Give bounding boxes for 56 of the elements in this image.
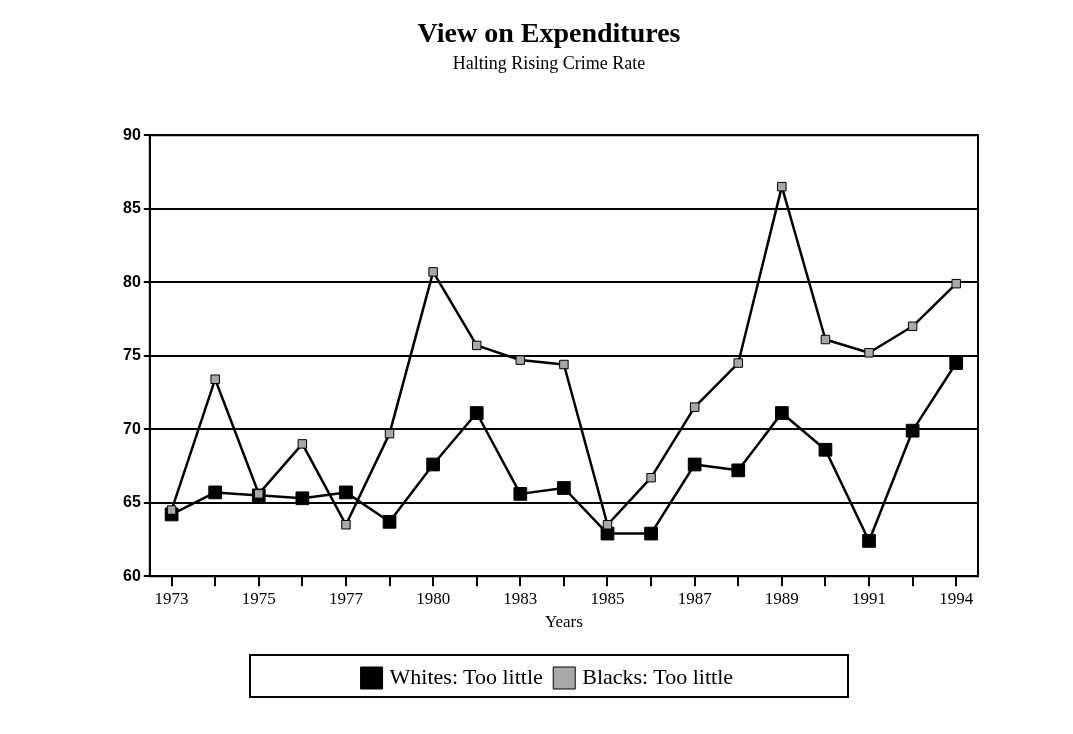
x-tick-label: 1994: [939, 588, 974, 608]
x-tick-label: 1973: [154, 588, 189, 608]
point: [208, 485, 223, 500]
point: [559, 359, 569, 370]
point: [905, 423, 920, 438]
point: [382, 514, 397, 529]
point: [469, 406, 484, 420]
x-tick-label: 1983: [503, 588, 538, 608]
point: [689, 402, 700, 412]
point: [907, 321, 918, 332]
point: [513, 487, 528, 501]
point: [339, 485, 353, 500]
y-tick-label: 60: [123, 566, 141, 584]
y-tick-label: 80: [123, 272, 141, 290]
point: [731, 463, 746, 478]
point: [297, 439, 308, 449]
point: [428, 267, 438, 277]
y-tick-label: 90: [123, 125, 141, 143]
point: [774, 406, 789, 420]
point: [426, 457, 440, 472]
point: [471, 340, 482, 351]
point: [777, 181, 787, 192]
x-tick-label: 1985: [590, 588, 625, 608]
point: [951, 278, 961, 289]
x-tick-label: 1989: [764, 588, 799, 608]
point: [644, 526, 658, 541]
point: [384, 428, 395, 439]
point: [820, 334, 831, 345]
point: [818, 442, 833, 457]
y-tick-label: 85: [123, 199, 141, 217]
point: [862, 534, 876, 548]
chart-subtitle: Halting Rising Crime Rate: [452, 53, 646, 74]
x-tick-label: 1987: [677, 588, 713, 608]
point: [646, 472, 656, 483]
point: [687, 457, 702, 472]
x-tick-label: 1991: [852, 588, 887, 608]
point: [515, 355, 526, 365]
point: [733, 358, 743, 368]
point: [295, 491, 310, 506]
point: [602, 520, 613, 530]
x-tick-label: 1977: [328, 588, 364, 608]
y-tick-label: 75: [123, 346, 141, 364]
legend-label: Blacks: Too little: [582, 663, 734, 689]
x-tick-label: 1980: [416, 588, 451, 608]
x-tick-label: 1975: [241, 588, 276, 608]
legend-label: Whites: Too little: [389, 663, 543, 689]
point: [210, 374, 220, 384]
point: [949, 356, 964, 370]
x-axis-title: Years: [544, 612, 583, 632]
chart-title: View on Expenditures: [417, 17, 681, 49]
point: [166, 505, 177, 515]
y-tick-label: 65: [123, 493, 141, 511]
point: [864, 348, 874, 358]
point: [557, 481, 571, 495]
point: [341, 520, 351, 530]
y-tick-label: 70: [123, 419, 141, 437]
